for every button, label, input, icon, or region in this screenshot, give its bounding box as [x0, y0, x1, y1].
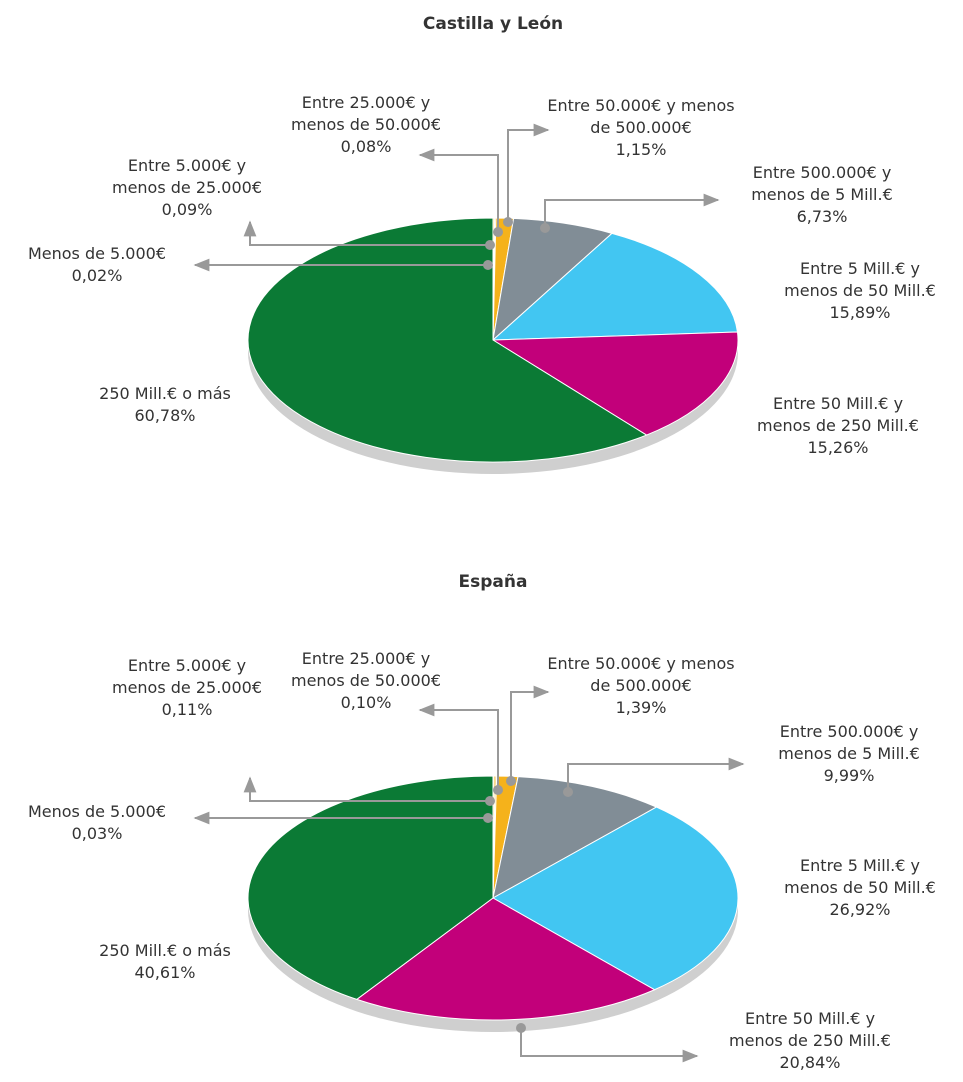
slice-label: Entre 500.000€ y menos de 5 Mill.€ 9,99%: [719, 721, 963, 787]
slice-label: Entre 50.000€ y menos de 500.000€ 1,15%: [511, 95, 771, 161]
pie-slice: [491, 232, 739, 341]
value-label: 60,78%: [134, 406, 196, 425]
slice-label: Entre 5 Mill.€ y menos de 50 Mill.€ 15,89…: [730, 258, 963, 324]
category-label: Menos de 5.000€: [27, 802, 167, 821]
pie-slice: [492, 776, 658, 899]
slice-label: Entre 25.000€ y menos de 50.000€ 0,10%: [236, 648, 496, 714]
leader-dot: [493, 785, 503, 795]
value-label: 6,73%: [796, 207, 848, 226]
value-label: 0,11%: [161, 700, 213, 719]
slice-label: Entre 50.000€ y menos de 500.000€ 1,39%: [511, 653, 771, 719]
category-label: Entre 5 Mill.€ y menos de 50 Mill.€: [784, 856, 936, 897]
leader-dot: [540, 223, 550, 233]
category-label: Entre 50.000€ y menos de 500.000€: [547, 654, 735, 695]
value-label: 15,89%: [829, 303, 891, 322]
leader-line: [243, 220, 490, 246]
leader-dot: [503, 217, 513, 227]
chart-title: España: [458, 572, 528, 592]
value-label: 1,39%: [615, 698, 667, 717]
pie-slice: [247, 775, 494, 1000]
leader-dot: [506, 776, 516, 786]
leader-line: [507, 123, 550, 222]
pie-slice: [491, 806, 739, 991]
category-label: Entre 500.000€ y menos de 5 Mill.€: [778, 722, 920, 763]
leader-dot: [483, 813, 493, 823]
slice-label: Entre 500.000€ y menos de 5 Mill.€ 6,73%: [692, 162, 952, 228]
category-label: Entre 50 Mill.€ y menos de 250 Mill.€: [757, 394, 919, 435]
slice-label: Entre 50 Mill.€ y menos de 250 Mill.€ 20,…: [680, 1008, 940, 1074]
leader-dot: [485, 796, 495, 806]
leader-line: [418, 703, 499, 790]
leader-line: [567, 757, 745, 792]
value-label: 0,10%: [340, 693, 392, 712]
leader-line: [510, 685, 550, 781]
leader-dot: [563, 787, 573, 797]
value-label: 20,84%: [779, 1053, 841, 1072]
leader-line: [418, 148, 499, 232]
chart-title: Castilla y León: [422, 14, 564, 34]
slice-label: Entre 5.000€ y menos de 25.000€ 0,09%: [57, 155, 317, 221]
category-label: 250 Mill.€ o más: [99, 941, 231, 960]
category-label: Entre 25.000€ y menos de 50.000€: [290, 93, 442, 134]
value-label: 0,08%: [340, 137, 392, 156]
category-label: Entre 500.000€ y menos de 5 Mill.€: [751, 163, 893, 204]
leader-dot: [516, 1023, 526, 1033]
category-label: Entre 50 Mill.€ y menos de 250 Mill.€: [729, 1009, 891, 1050]
leader-dot: [493, 227, 503, 237]
value-label: 0,02%: [71, 266, 123, 285]
slice-label: 250 Mill.€ o más 60,78%: [35, 383, 295, 427]
category-label: Entre 25.000€ y menos de 50.000€: [290, 649, 442, 690]
value-label: 40,61%: [134, 963, 196, 982]
value-label: 0,03%: [71, 824, 123, 843]
slice-label: Entre 50 Mill.€ y menos de 250 Mill.€ 15,…: [708, 393, 963, 459]
leader-dot: [483, 260, 493, 270]
category-label: Entre 5.000€ y menos de 25.000€: [111, 156, 263, 197]
category-label: Entre 5 Mill.€ y menos de 50 Mill.€: [784, 259, 936, 300]
slice-label: Menos de 5.000€ 0,02%: [0, 243, 227, 287]
slice-label: 250 Mill.€ o más 40,61%: [35, 940, 295, 984]
slice-label: Menos de 5.000€ 0,03%: [0, 801, 227, 845]
category-label: Menos de 5.000€: [27, 244, 167, 263]
value-label: 1,15%: [615, 140, 667, 159]
category-label: Entre 5.000€ y menos de 25.000€: [111, 656, 263, 697]
value-label: 26,92%: [829, 900, 891, 919]
slice-label: Entre 5.000€ y menos de 25.000€ 0,11%: [57, 655, 317, 721]
leader-dot: [485, 240, 495, 250]
leader-line: [544, 193, 720, 228]
leader-line: [520, 1028, 699, 1063]
pie-slice: [491, 331, 739, 436]
pie-slice: [247, 217, 648, 463]
value-label: 0,09%: [161, 200, 213, 219]
pie-slice: [355, 897, 656, 1021]
category-label: Entre 50.000€ y menos de 500.000€: [547, 96, 735, 137]
slice-label: Entre 5 Mill.€ y menos de 50 Mill.€ 26,92…: [730, 855, 963, 921]
value-label: 15,26%: [807, 438, 869, 457]
value-label: 9,99%: [823, 766, 875, 785]
slice-label: Entre 25.000€ y menos de 50.000€ 0,08%: [236, 92, 496, 158]
leader-line: [243, 776, 490, 802]
category-label: 250 Mill.€ o más: [99, 384, 231, 403]
